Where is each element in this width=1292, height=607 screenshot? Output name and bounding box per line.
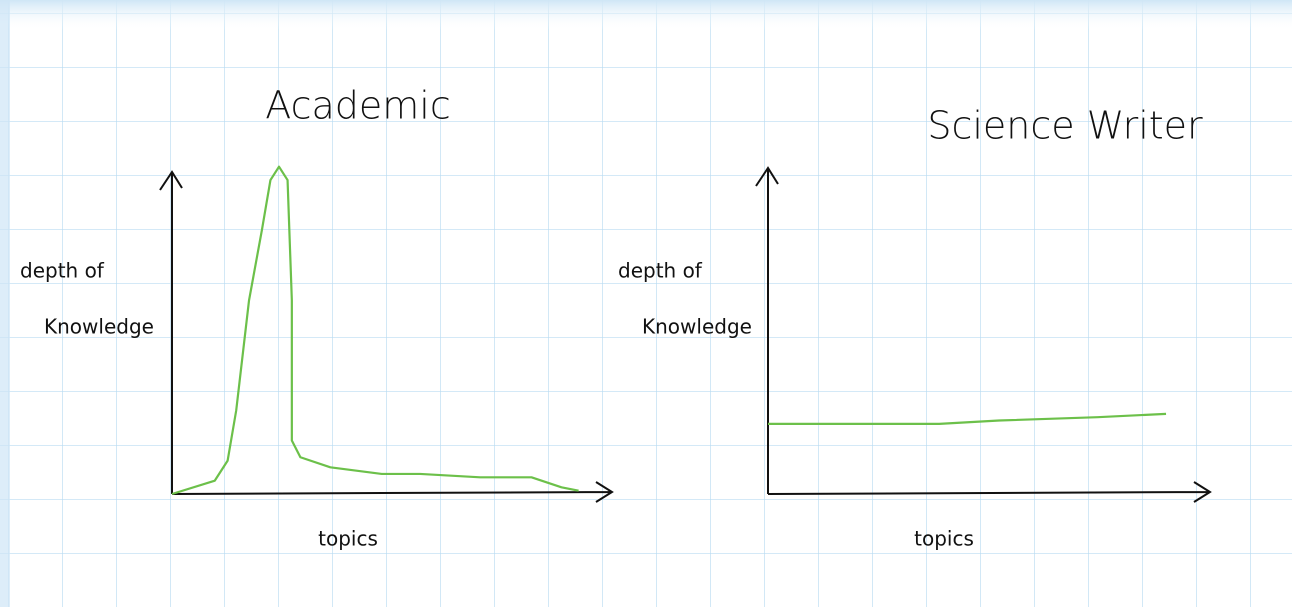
y-axis [755,166,779,494]
x-axis-label: topics [318,527,378,551]
data-line [768,412,1167,425]
x-axis-label: topics [914,527,974,551]
y-axis-label: Knowledge [642,315,752,339]
charts: Academic depth of Knowledge topics Science W… [20,84,1212,551]
y-axis-label: depth of [20,259,105,283]
y-axis-label: depth of [618,259,703,283]
y-axis [159,170,183,494]
data-line [171,165,579,496]
paper-edge [0,0,10,607]
x-axis [767,481,1212,503]
x-axis [171,481,614,503]
chart-title: Science Writer [927,104,1203,148]
chart-title: Academic [265,84,450,128]
y-axis-label: Knowledge [44,315,154,339]
